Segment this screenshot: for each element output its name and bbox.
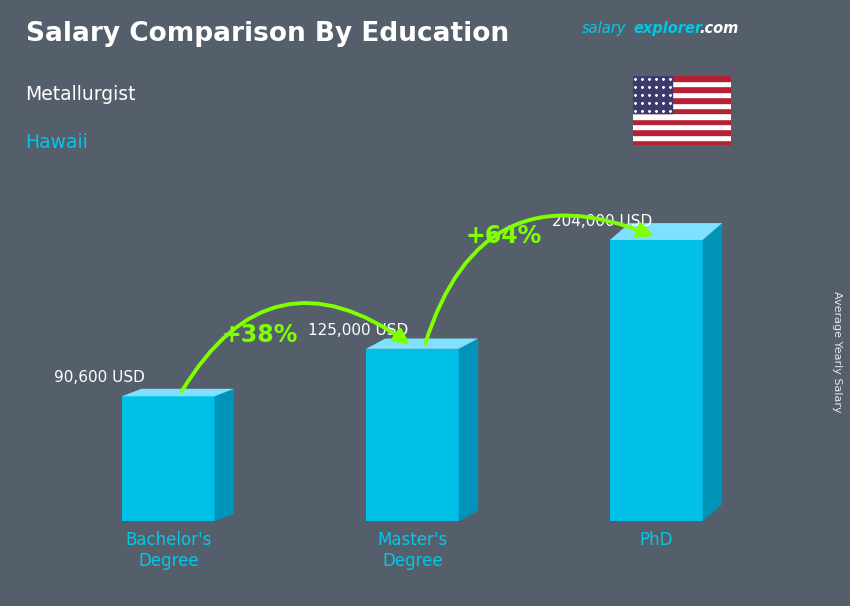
Text: Metallurgist: Metallurgist <box>26 85 136 104</box>
Bar <box>633 135 731 140</box>
Polygon shape <box>214 389 234 521</box>
Text: .com: .com <box>700 21 739 36</box>
Bar <box>633 76 731 81</box>
Polygon shape <box>122 389 234 396</box>
Polygon shape <box>459 339 479 521</box>
Bar <box>633 113 731 119</box>
Text: +38%: +38% <box>222 322 298 347</box>
Polygon shape <box>366 339 479 349</box>
Bar <box>633 87 731 92</box>
Bar <box>633 140 731 145</box>
Text: 125,000 USD: 125,000 USD <box>309 323 409 338</box>
Text: Average Yearly Salary: Average Yearly Salary <box>832 291 842 412</box>
Text: Salary Comparison By Education: Salary Comparison By Education <box>26 21 508 47</box>
Bar <box>633 124 731 129</box>
Text: Hawaii: Hawaii <box>26 133 88 152</box>
Bar <box>633 129 731 135</box>
Bar <box>633 97 731 102</box>
Polygon shape <box>366 349 459 521</box>
Bar <box>633 119 731 124</box>
Text: 90,600 USD: 90,600 USD <box>54 370 145 385</box>
Polygon shape <box>610 223 722 240</box>
Polygon shape <box>122 396 214 521</box>
Polygon shape <box>703 223 722 521</box>
Text: salary: salary <box>582 21 626 36</box>
Text: 204,000 USD: 204,000 USD <box>552 214 653 229</box>
Bar <box>633 76 672 113</box>
Bar <box>633 92 731 97</box>
Bar <box>633 108 731 113</box>
Text: explorer: explorer <box>633 21 702 36</box>
Text: +64%: +64% <box>466 224 542 248</box>
Bar <box>633 81 731 87</box>
Bar <box>633 102 731 108</box>
Polygon shape <box>610 240 703 521</box>
